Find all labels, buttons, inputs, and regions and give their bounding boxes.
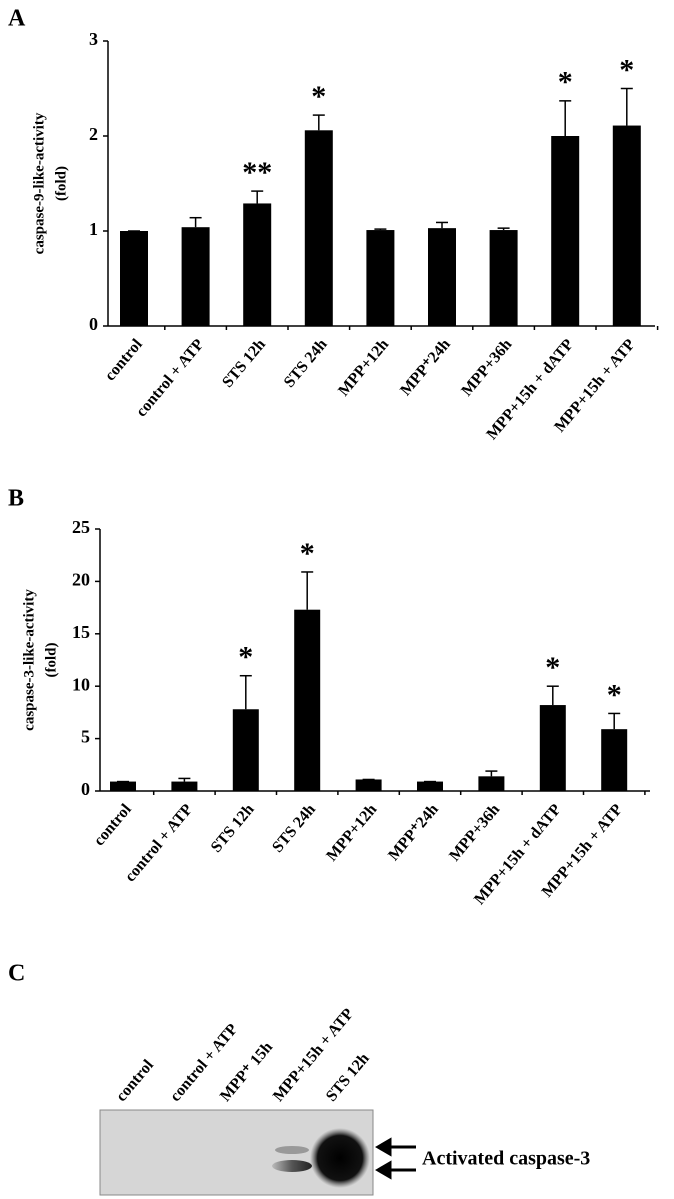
x-tick-label: MPP+36h <box>458 336 515 400</box>
y-axis-label: (fold) <box>43 643 59 678</box>
y-tick-label: 15 <box>72 622 90 642</box>
x-tick-label: control <box>102 336 147 385</box>
significance: * <box>311 80 326 113</box>
y-tick-label: 3 <box>89 29 98 49</box>
y-tick-label: 5 <box>81 727 90 747</box>
bar <box>110 781 136 791</box>
significance: ** <box>242 156 272 189</box>
bar <box>366 230 395 326</box>
y-tick-label: 10 <box>72 674 90 694</box>
blot-panel: C Activated caspase-3 control control + A… <box>8 961 590 1196</box>
bar <box>304 130 333 326</box>
x-tick-label: control <box>91 801 136 850</box>
bar <box>428 228 456 326</box>
y-tick-label: 1 <box>89 219 98 239</box>
y-axis-label: caspase-9-like-activity <box>31 112 47 254</box>
y-axis-label: (fold) <box>53 166 69 201</box>
y-tick-label: 2 <box>89 124 98 144</box>
blot-band <box>275 1146 309 1154</box>
bar <box>478 776 505 791</box>
x-tick-label: STS 24h <box>269 801 319 856</box>
y-tick-label: 25 <box>72 517 90 537</box>
bar <box>171 781 198 791</box>
y-tick-label: 0 <box>89 314 98 334</box>
bar <box>355 779 382 791</box>
x-tick-label: MPP+12h <box>323 801 380 865</box>
blot-band <box>272 1160 312 1172</box>
lane-label: STS 12h <box>323 1050 373 1105</box>
significance: * <box>607 678 622 711</box>
bar <box>551 136 580 326</box>
bar <box>232 709 259 791</box>
significance: * <box>558 66 573 99</box>
significance: * <box>300 537 315 570</box>
bar <box>417 781 443 791</box>
x-tick-label: STS 24h <box>281 336 331 391</box>
panel-label: C <box>8 961 25 987</box>
x-tick-label: MPP+36h <box>446 801 503 865</box>
significance: * <box>238 641 253 674</box>
x-tick-label: MPP⁺24h <box>397 336 454 399</box>
x-tick-label: STS 12h <box>208 801 258 856</box>
bar <box>243 203 272 326</box>
y-axis-label: caspase-3-like-activity <box>21 589 37 731</box>
y-tick-label: 20 <box>72 570 90 590</box>
arrows <box>375 1137 416 1180</box>
bar <box>612 125 641 326</box>
bar <box>601 729 628 791</box>
panel-label: B <box>8 486 24 512</box>
x-tick-label: MPP+12h <box>335 336 392 400</box>
significance: * <box>619 53 634 86</box>
significance: * <box>545 651 560 684</box>
x-tick-label: MPP⁺24h <box>385 801 442 864</box>
y-tick-label: 0 <box>81 779 90 799</box>
bar <box>489 230 518 326</box>
bar <box>539 705 566 791</box>
blot-band <box>310 1128 370 1188</box>
lane-label: control <box>113 1056 158 1105</box>
bar <box>181 227 210 326</box>
band-label: Activated caspase-3 <box>422 1148 590 1170</box>
x-tick-label: STS 12h <box>219 336 269 391</box>
bar <box>120 231 148 326</box>
panel-label: A <box>8 6 26 32</box>
bar <box>294 609 321 791</box>
